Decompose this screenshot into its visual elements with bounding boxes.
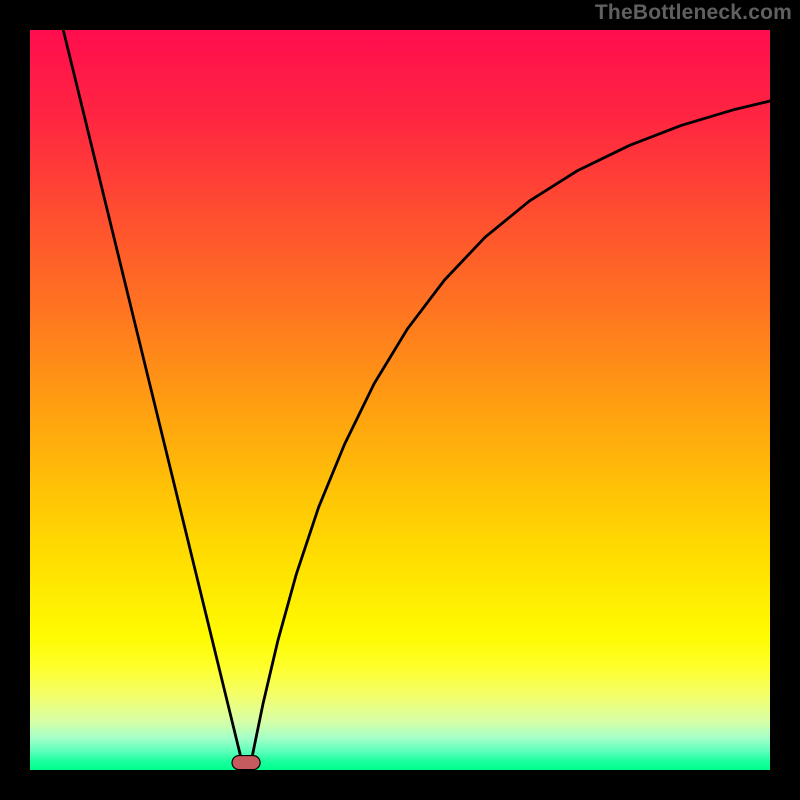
left-curve bbox=[63, 30, 241, 757]
right-curve bbox=[252, 101, 770, 757]
plot-area bbox=[30, 30, 770, 770]
bottleneck-marker bbox=[232, 756, 260, 770]
watermark-text: TheBottleneck.com bbox=[595, 1, 792, 25]
chart-container: TheBottleneck.com bbox=[0, 0, 800, 800]
curve-layer bbox=[30, 30, 770, 770]
